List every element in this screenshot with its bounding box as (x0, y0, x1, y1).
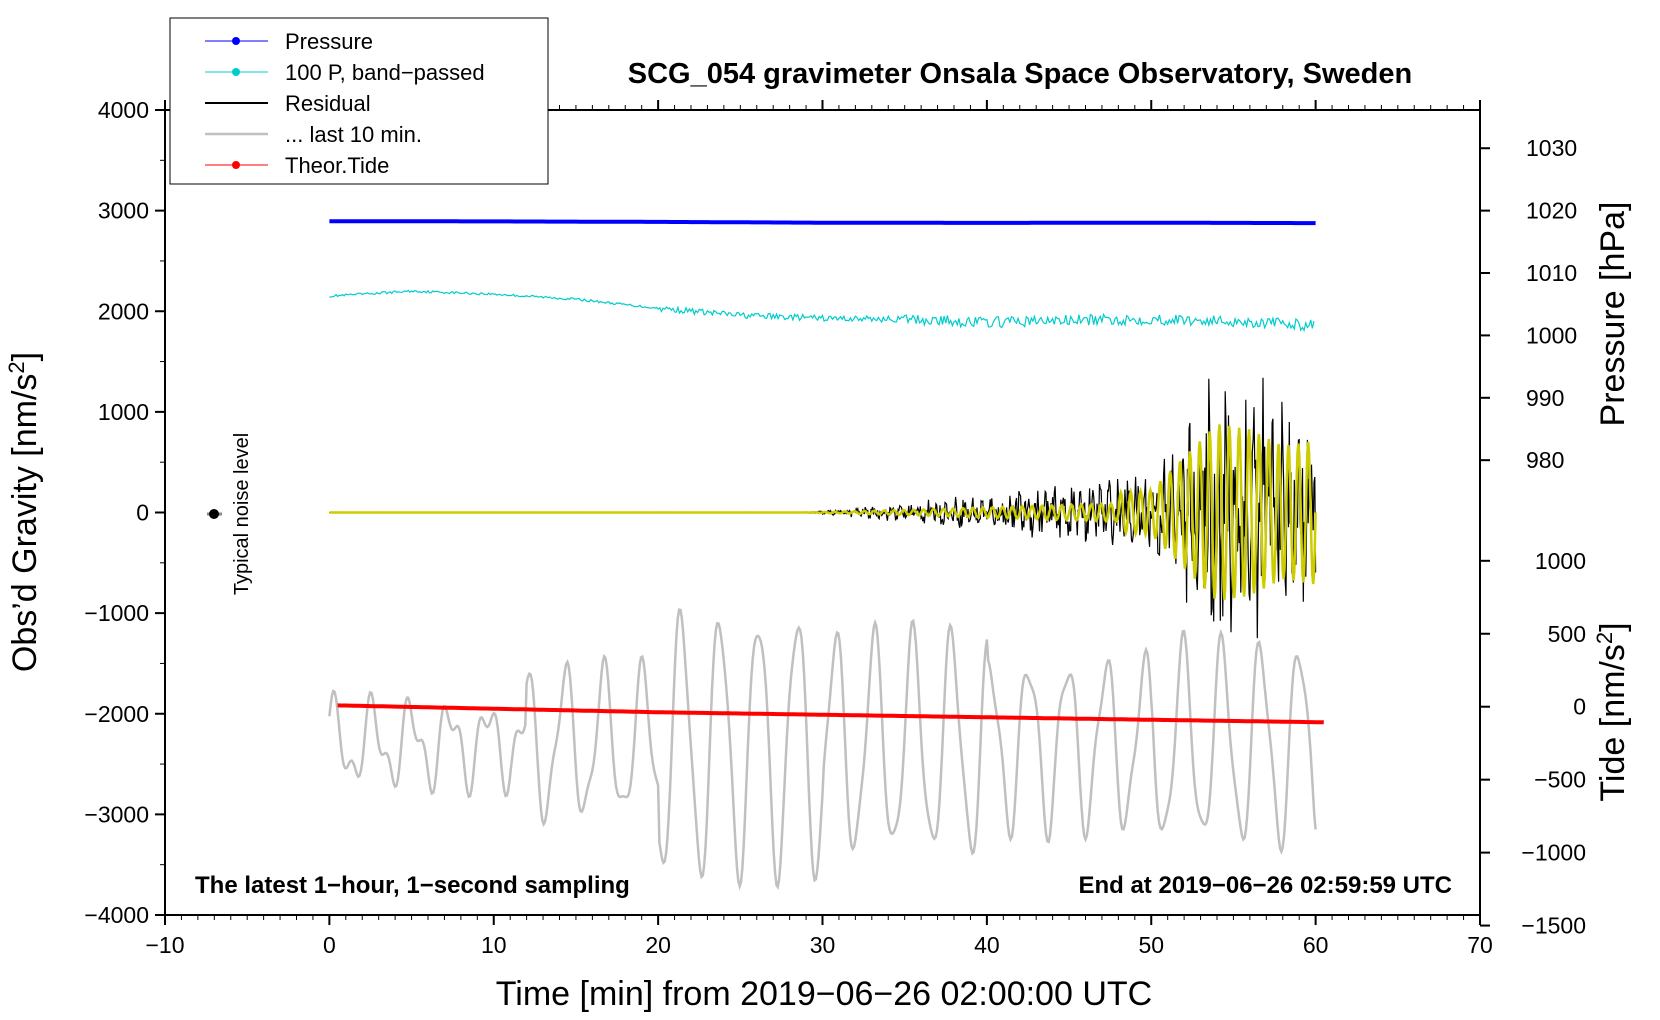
annotation-sampling: The latest 1−hour, 1−second sampling (195, 872, 630, 899)
x-axis-label: Time [min] from 2019−06−26 02:00:00 UTC (496, 975, 1152, 1013)
series-theor-tide (337, 703, 1324, 725)
noise-dot (209, 509, 219, 519)
tide-tick-label: 1000 (1535, 548, 1586, 574)
x-tick-label: 60 (1303, 932, 1329, 958)
x-tick-label: −10 (145, 932, 184, 958)
y-left-tick-label: −3000 (84, 801, 149, 827)
pressure-tick-label: 1020 (1526, 198, 1577, 224)
tide-tick-label: 500 (1548, 621, 1586, 647)
pressure-tick-label: 980 (1526, 447, 1564, 473)
tide-tick-label: −1000 (1521, 840, 1586, 866)
x-tick-label: 50 (1138, 932, 1164, 958)
series-pressure-bandpassed (329, 289, 1315, 332)
series-last-10-min (328, 608, 1317, 891)
x-tick-label: 30 (810, 932, 836, 958)
legend-box (169, 17, 549, 185)
legend-marker (232, 161, 240, 169)
pressure-tick-label: 1000 (1526, 322, 1577, 348)
noise-indicator: Typical noise level (207, 433, 253, 595)
legend: Pressure 100 P, band−passed Residual ... la… (169, 17, 549, 185)
chart-title: SCG_054 gravimeter Onsala Space Observat… (628, 58, 1412, 90)
y-left-tick-label: 0 (136, 500, 149, 526)
y-left-axis-label: Obs’d Gravity [nm/s2] (4, 352, 44, 672)
x-tick-label: 70 (1467, 932, 1493, 958)
pressure-tick-label: 1030 (1526, 135, 1577, 161)
x-tick-label: 20 (645, 932, 671, 958)
y-left-tick-label: 3000 (98, 198, 149, 224)
y-left-label-end: ] (6, 352, 44, 361)
pressure-tick-label: 1010 (1526, 260, 1577, 286)
series-pressure (329, 219, 1316, 226)
x-tick-label: 40 (974, 932, 1000, 958)
tide-axis-label: Tide [nm/s2] (1592, 622, 1632, 801)
y-left-label-sup: 2 (4, 361, 29, 373)
series-residual-filtered (329, 424, 1317, 600)
legend-item: ... last 10 min. (205, 122, 422, 147)
y-left-tick-label: 2000 (98, 298, 149, 324)
legend-item: Pressure (205, 29, 373, 54)
y-left-tick-label: 4000 (98, 97, 149, 123)
legend-label: ... last 10 min. (285, 122, 422, 147)
y-left-tick-label: −4000 (84, 902, 149, 928)
legend-item: 100 P, band−passed (205, 60, 485, 85)
legend-label: Residual (285, 91, 371, 116)
tide-tick-label: 0 (1573, 694, 1586, 720)
tide-tick-label: −500 (1534, 767, 1586, 793)
tide-label-end: ] (1594, 622, 1632, 631)
legend-label: Theor.Tide (285, 153, 389, 178)
legend-label: Pressure (285, 29, 373, 54)
y-left-tick-label: −1000 (84, 600, 149, 626)
legend-item: Residual (205, 91, 371, 116)
tide-label-main: Tide [nm/s (1594, 644, 1632, 801)
legend-marker (232, 37, 240, 45)
noise-label: Typical noise level (231, 433, 253, 595)
x-tick-label: 10 (481, 932, 507, 958)
legend-label: 100 P, band−passed (285, 60, 485, 85)
legend-item: Theor.Tide (205, 153, 389, 178)
legend-marker (232, 68, 240, 76)
tide-label-sup: 2 (1592, 632, 1617, 644)
y-left-label-main: Obs’d Gravity [nm/s (6, 374, 44, 673)
annotation-end-time: End at 2019−06−26 02:59:59 UTC (1078, 872, 1452, 899)
y-left-tick-label: 1000 (98, 399, 149, 425)
x-tick-label: 0 (323, 932, 336, 958)
x-axis-ticks: −10 0 10 20 30 40 50 60 70 (145, 100, 1493, 958)
pressure-axis-label: Pressure [hPa] (1594, 202, 1632, 427)
pressure-tick-label: 990 (1526, 385, 1564, 411)
series-layer (328, 219, 1324, 891)
y-left-axis-ticks: 4000 3000 2000 1000 0 −1000 −2000 −3000 −4000 (84, 97, 165, 928)
y-left-tick-label: −2000 (84, 701, 149, 727)
y-right-axis-ticks: 1030 1020 1010 1000 990 980 1000 500 0 −500 −1000 −… (1480, 135, 1586, 939)
tide-tick-label: −1500 (1521, 913, 1586, 939)
